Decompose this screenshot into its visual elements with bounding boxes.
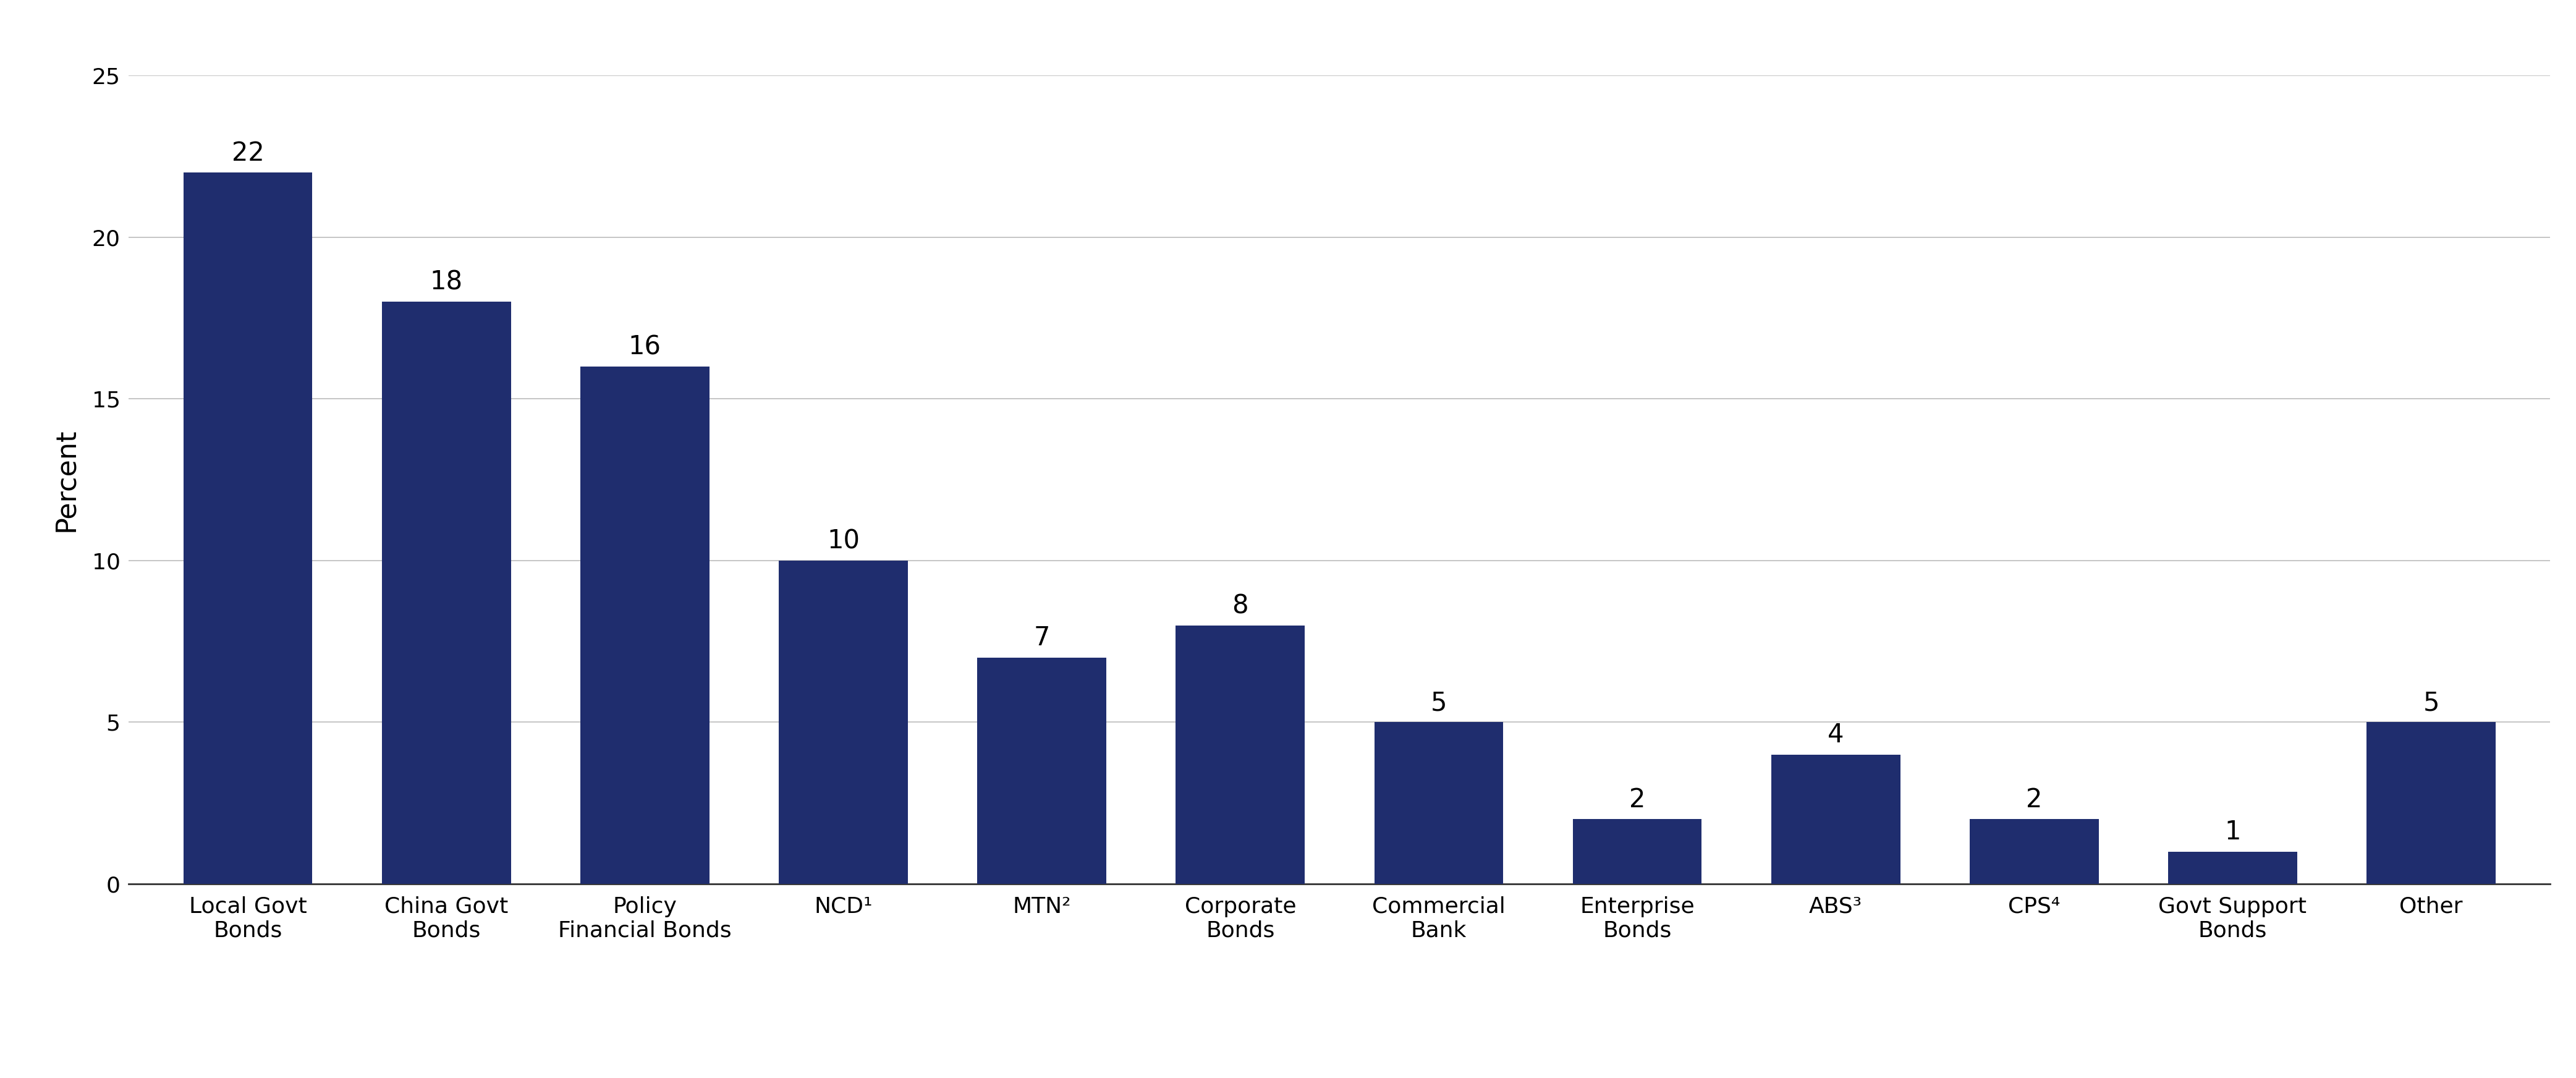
Text: 10: 10 <box>827 528 860 554</box>
Bar <box>183 172 312 884</box>
Bar <box>1772 755 1901 884</box>
Text: 1: 1 <box>2226 819 2241 845</box>
Bar <box>580 367 708 884</box>
Text: 2: 2 <box>1628 787 1646 813</box>
Text: 4: 4 <box>1826 722 1844 748</box>
Bar <box>1373 722 1504 884</box>
Text: 8: 8 <box>1231 593 1249 619</box>
Y-axis label: Percent: Percent <box>52 428 80 531</box>
Bar <box>1971 819 2099 884</box>
Text: 2: 2 <box>2027 787 2043 813</box>
Text: 7: 7 <box>1033 625 1051 651</box>
Bar <box>1574 819 1703 884</box>
Bar <box>381 302 510 884</box>
Bar <box>976 658 1105 884</box>
Text: 5: 5 <box>2424 690 2439 716</box>
Bar <box>1175 625 1306 884</box>
Text: 16: 16 <box>629 334 662 360</box>
Bar <box>2367 722 2496 884</box>
Bar <box>2169 852 2298 884</box>
Bar <box>778 561 907 884</box>
Text: 5: 5 <box>1430 690 1448 716</box>
Text: 22: 22 <box>232 140 265 166</box>
Text: 18: 18 <box>430 270 464 295</box>
